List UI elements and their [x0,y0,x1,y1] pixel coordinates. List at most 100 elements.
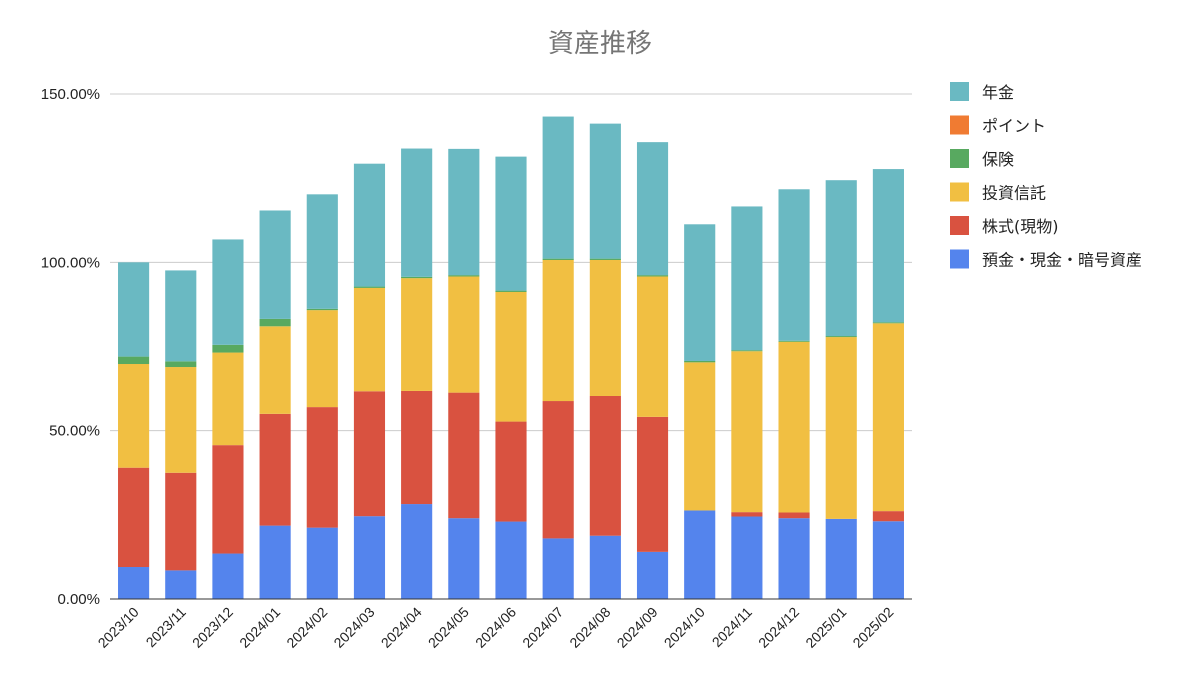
x-tick-label: 2023/11 [143,604,190,651]
bar-segment [353,391,386,517]
legend-label: 年金 [982,83,1014,102]
bar-segment [259,318,291,327]
bars [118,116,904,599]
bar-segment [589,259,621,396]
y-tick-label: 100.00% [41,254,100,271]
bar-segment [353,286,386,288]
legend-label: 保険 [982,150,1014,169]
bar-segment [212,445,244,554]
bar-segment [118,567,150,599]
bar-segment [448,392,480,519]
bar-segment [872,323,904,512]
bar-segment [353,287,386,392]
legend-entry: 保険 [950,149,1014,169]
x-tick-label: 2024/06 [472,604,519,651]
bar-segment [872,511,904,522]
legend-swatch [950,82,969,101]
legend-label: 預金・現金・暗号資産 [982,251,1142,270]
legend-swatch [950,249,969,269]
bar-segment [401,276,433,279]
bar-segment [636,551,669,599]
legend-swatch [950,216,969,235]
x-tick-label: 2025/01 [802,604,849,651]
bar-segment [401,148,433,277]
bar-segment [212,352,244,446]
bar-segment [118,356,150,365]
bar-segment [542,401,574,539]
bar-segment [495,290,527,292]
x-tick-label: 2024/01 [236,604,283,651]
bar-segment [636,276,669,417]
bar-segment [306,194,338,309]
bar-segment [448,518,480,599]
bar-segment [542,538,574,599]
x-tick-label: 2023/12 [189,604,236,651]
bar-segment [259,326,291,414]
bar-segment [778,340,810,342]
bar-segment [306,407,338,528]
bar-segment [165,472,197,571]
x-tick-label: 2024/03 [330,604,377,651]
x-tick-label: 2024/10 [661,604,708,651]
bar-segment [731,516,763,599]
bar-segment [589,258,621,260]
bar-segment [495,521,527,599]
y-axis-ticks: 0.00% 50.00% 100.00% 150.00% [41,86,100,608]
y-tick-label: 50.00% [49,423,100,440]
x-tick-label: 2024/05 [425,604,472,651]
bar-segment [401,278,433,391]
bar-segment [165,270,197,362]
bar-segment [165,361,197,368]
bar-segment [684,224,716,361]
x-tick-label: 2024/02 [283,604,330,651]
bar-segment [448,148,480,276]
x-tick-label: 2023/10 [95,604,142,651]
legend-swatch [950,115,969,135]
bar-segment [495,156,527,291]
bar-segment [636,275,669,277]
bar-segment [825,180,857,337]
bar-segment [731,206,763,351]
bar-segment [306,527,338,599]
bar-segment [778,518,810,599]
x-tick-label: 2024/04 [378,604,425,651]
legend-label: ポイント [982,117,1046,136]
bar-segment [542,259,574,402]
bar-segment [636,416,669,552]
bar-segment [118,262,150,357]
bar-segment [259,210,291,319]
bar-segment [353,516,386,599]
bar-segment [212,553,244,599]
bar-segment [495,421,527,522]
bar-segment [212,239,244,345]
bar-segment [684,362,716,511]
x-tick-label: 2025/02 [849,604,896,651]
bar-segment [118,364,150,468]
bar-segment [778,512,810,519]
bar-segment [259,525,291,599]
bar-segment [165,367,197,473]
bar-segment [212,344,244,353]
x-tick-label: 2024/08 [566,604,613,651]
y-tick-label: 150.00% [41,86,100,103]
legend-entry: 年金 [950,82,1014,102]
x-axis-ticks: 2023/10 2023/11 2023/12 2024/01 2024/02 2024/… [95,604,897,651]
bar-segment [872,169,904,323]
bar-segment [825,337,857,519]
bar-segment [306,310,338,408]
legend-entry: ポイント [950,115,1046,136]
bar-segment [872,521,904,599]
bar-segment [448,276,480,393]
bar-segment [589,395,621,536]
x-tick-label: 2024/11 [709,604,756,651]
bar-segment [589,535,621,599]
bar-segment [495,291,527,422]
legend-entry: 株式(現物) [950,216,1059,236]
legend-label: 投資信託 [982,184,1046,203]
bar-segment [118,467,150,568]
bar-segment [259,413,291,526]
y-tick-label: 0.00% [57,591,100,608]
